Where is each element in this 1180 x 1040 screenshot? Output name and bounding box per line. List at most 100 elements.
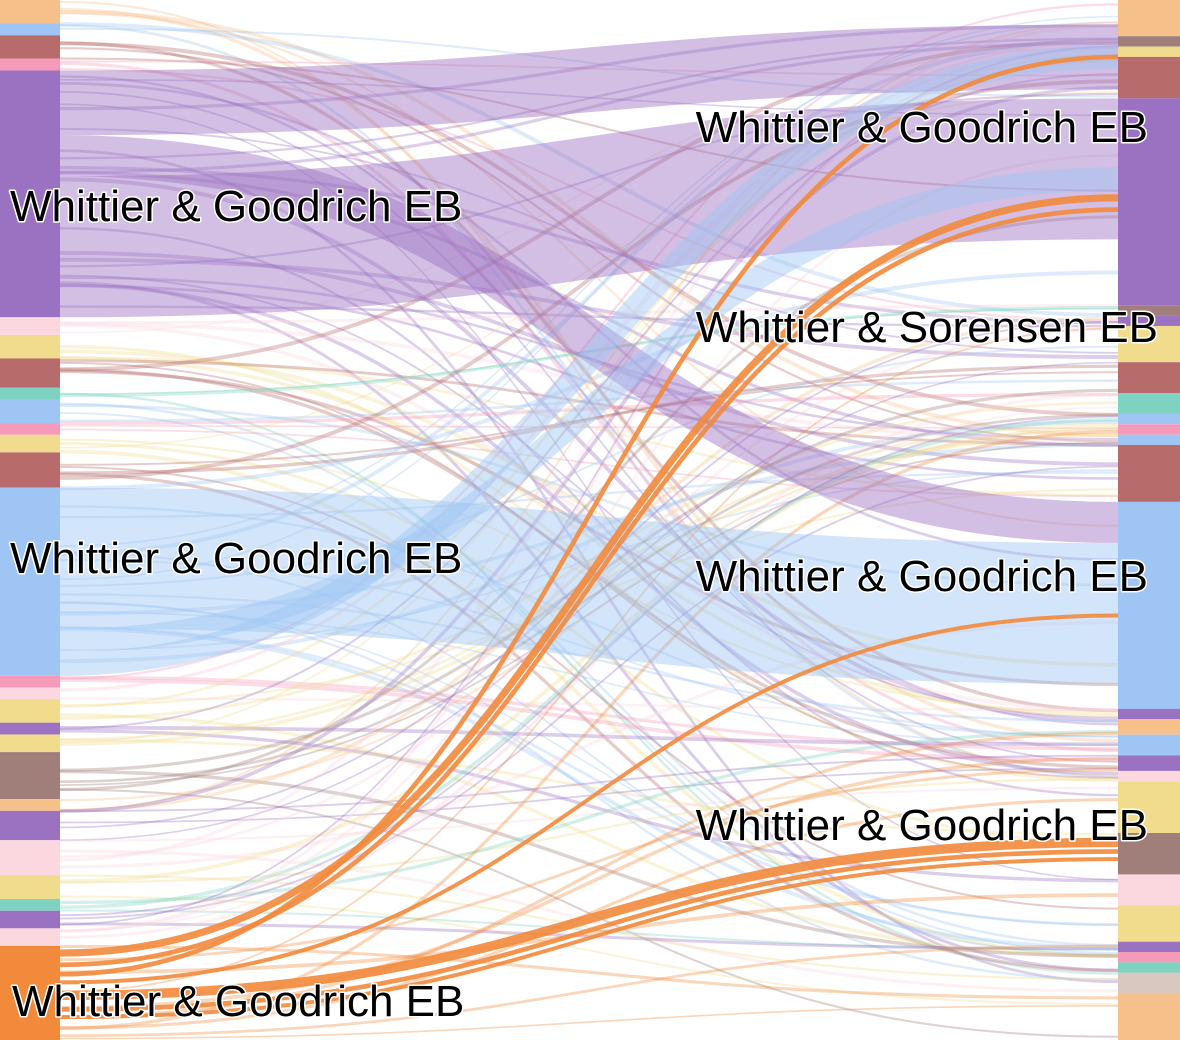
left-node-segment (0, 452, 60, 488)
link (59, 281, 1119, 972)
right-node-segment (1118, 36, 1180, 47)
link (59, 3, 1119, 680)
left-node-segment (0, 910, 60, 929)
link (59, 92, 1119, 268)
link (59, 22, 1119, 317)
link (59, 368, 1119, 769)
link (59, 488, 1119, 707)
link (59, 364, 1119, 475)
link (59, 23, 1119, 779)
flow-link (59, 24, 1119, 136)
link (59, 730, 1119, 905)
flow-link (59, 613, 1119, 985)
right-node-segment (1118, 501, 1180, 709)
right-node-segment (1118, 325, 1180, 363)
link (59, 75, 1119, 726)
link (59, 786, 1119, 842)
left-node-segment (0, 317, 60, 335)
flow-link (59, 167, 1119, 653)
link (59, 419, 1119, 664)
link (59, 425, 1119, 884)
link (59, 61, 1119, 752)
link (59, 327, 1119, 993)
right-node-segment (1118, 905, 1180, 942)
link (59, 415, 1119, 917)
link (59, 316, 1119, 812)
link (59, 307, 1119, 395)
left-node-segment (0, 799, 60, 811)
flow-link (59, 857, 1119, 1020)
link (59, 465, 1119, 920)
link (59, 177, 1119, 723)
link (59, 37, 1119, 160)
left-node-segment (0, 434, 60, 453)
right-node-segment (1118, 770, 1180, 782)
link (59, 417, 1119, 910)
link (59, 46, 1119, 933)
flow-link (59, 54, 1119, 977)
left-node-label-2: Whittier & Goodrich EB (10, 534, 462, 583)
right-node-column (1118, 0, 1180, 1040)
link (59, 505, 1119, 738)
link (59, 551, 1119, 956)
link (59, 738, 1119, 836)
link (59, 678, 1119, 762)
link (59, 327, 1119, 859)
link (59, 41, 1119, 417)
link (59, 401, 1119, 720)
link (59, 7, 1119, 743)
link (59, 402, 1119, 947)
left-node-segment (0, 358, 60, 388)
link (59, 559, 1119, 738)
right-node-segment (1118, 734, 1180, 756)
link (59, 349, 1119, 667)
link (59, 944, 1119, 1038)
link (59, 593, 1119, 723)
right-node-segment (1118, 993, 1180, 1040)
right-node-segment (1118, 962, 1180, 973)
link (59, 23, 1119, 111)
link (59, 270, 1119, 491)
link (59, 392, 1119, 975)
right-node-segment (1118, 413, 1180, 425)
link (59, 411, 1119, 954)
link (59, 379, 1119, 423)
link (59, 627, 1119, 950)
right-node-segment (1118, 46, 1180, 57)
link (59, 472, 1119, 973)
link (59, 424, 1119, 430)
right-node-segment (1118, 56, 1180, 99)
link (59, 798, 1119, 1030)
link (59, 404, 1119, 587)
right-node-segment (1118, 444, 1180, 502)
flow-link (59, 98, 1119, 318)
flow-link (59, 135, 1119, 544)
link (59, 171, 1119, 448)
left-node-segment (0, 810, 60, 841)
link (59, 406, 1119, 932)
right-node-segment (1118, 434, 1180, 445)
link (59, 767, 1119, 824)
flow-link (59, 45, 1119, 676)
link (59, 153, 1119, 933)
link (59, 725, 1119, 747)
link (59, 441, 1119, 786)
link (59, 46, 1119, 691)
link (59, 469, 1119, 651)
link (59, 257, 1119, 360)
link (59, 361, 1119, 841)
link (59, 149, 1119, 984)
left-node-segment (0, 399, 60, 424)
left-node-segment (0, 35, 60, 59)
left-node-segment (0, 875, 60, 899)
link (59, 21, 1119, 547)
link (59, 345, 1119, 587)
left-node-segment (0, 58, 60, 71)
link (59, 45, 1119, 926)
right-node-segment (1118, 98, 1180, 306)
link (59, 422, 1119, 741)
link (59, 57, 1119, 192)
link (59, 768, 1119, 962)
link (59, 465, 1119, 910)
link (59, 428, 1119, 802)
